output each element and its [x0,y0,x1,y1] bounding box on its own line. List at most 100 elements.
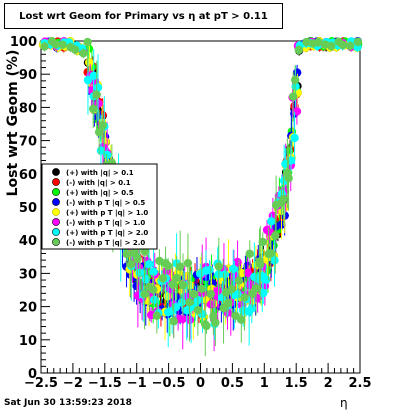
legend-label: (+) with p T |q| > 2.0 [66,229,148,238]
data-point [152,311,162,321]
y-tick-label: 80 [19,101,37,116]
data-point [189,289,198,299]
legend-label: (-) with p T |q| > 1.0 [66,219,145,228]
data-point [284,173,293,183]
data-point [83,37,92,47]
data-point [271,231,280,240]
data-point [93,83,103,92]
legend: (+) with |q| > 0.1(-) with |q| > 0.1(+) … [41,163,158,250]
data-point [267,217,276,226]
y-tick-label: 90 [19,68,37,83]
data-point [88,104,98,113]
data-point [262,275,271,284]
data-point [353,37,363,46]
x-tick-label: −2.5 [24,376,58,391]
data-point [149,267,158,276]
legend-marker [52,188,60,196]
data-point [233,290,242,299]
data-point [51,40,60,49]
series-group [40,37,363,357]
y-tick-label: 20 [19,301,37,316]
data-point [175,262,185,271]
data-point [233,257,242,267]
data-point [266,249,275,258]
data-point [290,133,299,143]
data-point [169,316,178,326]
data-point [220,270,230,279]
data-point [206,289,215,299]
data-point [92,90,101,99]
data-point [327,41,336,51]
x-tick-label: −1.5 [88,376,122,391]
x-tick-label: −1 [127,376,147,391]
legend-label: (+) with p T |q| > 1.0 [66,209,148,218]
data-point [172,273,181,283]
data-point [286,156,296,165]
data-point [144,260,154,269]
data-point [149,285,158,295]
legend-label: (-) with p T |q| > 2.0 [66,239,145,248]
data-point [259,288,268,298]
y-tick-label: 0 [28,367,37,382]
data-point [290,75,300,85]
legend-marker [52,178,60,186]
x-tick-label: 1.5 [285,376,308,391]
x-tick-label: 2 [324,376,333,391]
data-point [245,249,254,258]
axis-ticks: −2.5 −2 −1.5 −1 −0.5 0 0.5 1 1.5 2 2.5 0 10 20 30 40 50 6… [10,35,372,391]
legend-marker [52,218,60,226]
data-point [292,107,302,116]
data-point [103,150,112,160]
y-tick-label: 40 [19,234,37,249]
data-point [228,264,238,274]
legend-box [41,163,158,250]
data-point [40,42,49,51]
data-point [71,45,80,54]
x-tick-label: 0.5 [221,376,244,391]
x-axis-label: η [340,396,348,410]
data-point [279,195,288,204]
data-point [270,256,279,265]
data-point [79,49,88,58]
legend-marker [52,168,60,176]
y-tick-label: 30 [19,267,37,282]
legend-label: (-) with |q| > 0.1 [66,179,131,188]
x-tick-label: −0.5 [152,376,186,391]
data-point [83,75,93,85]
data-point [205,265,214,275]
data-point [94,127,104,137]
data-point [294,45,304,55]
data-point [158,274,168,283]
y-tick-label: 50 [19,201,37,216]
data-point [202,321,211,331]
data-point [302,37,311,47]
datestamp: Sat Jun 30 13:59:23 2018 [4,398,132,408]
y-tick-label: 60 [19,168,37,183]
data-point [89,71,98,81]
legend-label: (-) with p T |q| > 0.5 [66,199,145,208]
data-point [140,247,150,256]
data-point [214,262,224,271]
y-tick-label: 100 [10,35,37,50]
data-point [163,261,173,271]
chart-title: Lost wrt Geom for Primary vs η at pT > 0… [4,3,283,29]
legend-marker [52,228,60,236]
x-tick-label: 2.5 [348,376,371,391]
data-point [234,276,244,285]
data-point [237,315,246,324]
data-point [126,260,136,269]
data-point [183,258,193,268]
legend-marker [52,208,60,216]
legend-label: (+) with |q| > 0.5 [66,189,134,198]
y-axis-label: Lost wrt Geom (%) [5,49,21,197]
data-point [140,289,149,299]
data-point [197,284,206,294]
data-point [338,40,347,49]
legend-marker [52,198,60,206]
data-point [227,284,236,294]
data-point [141,274,151,284]
data-point [251,284,261,293]
data-point [178,314,187,324]
data-point [178,280,188,290]
x-tick-label: −2 [63,376,83,391]
